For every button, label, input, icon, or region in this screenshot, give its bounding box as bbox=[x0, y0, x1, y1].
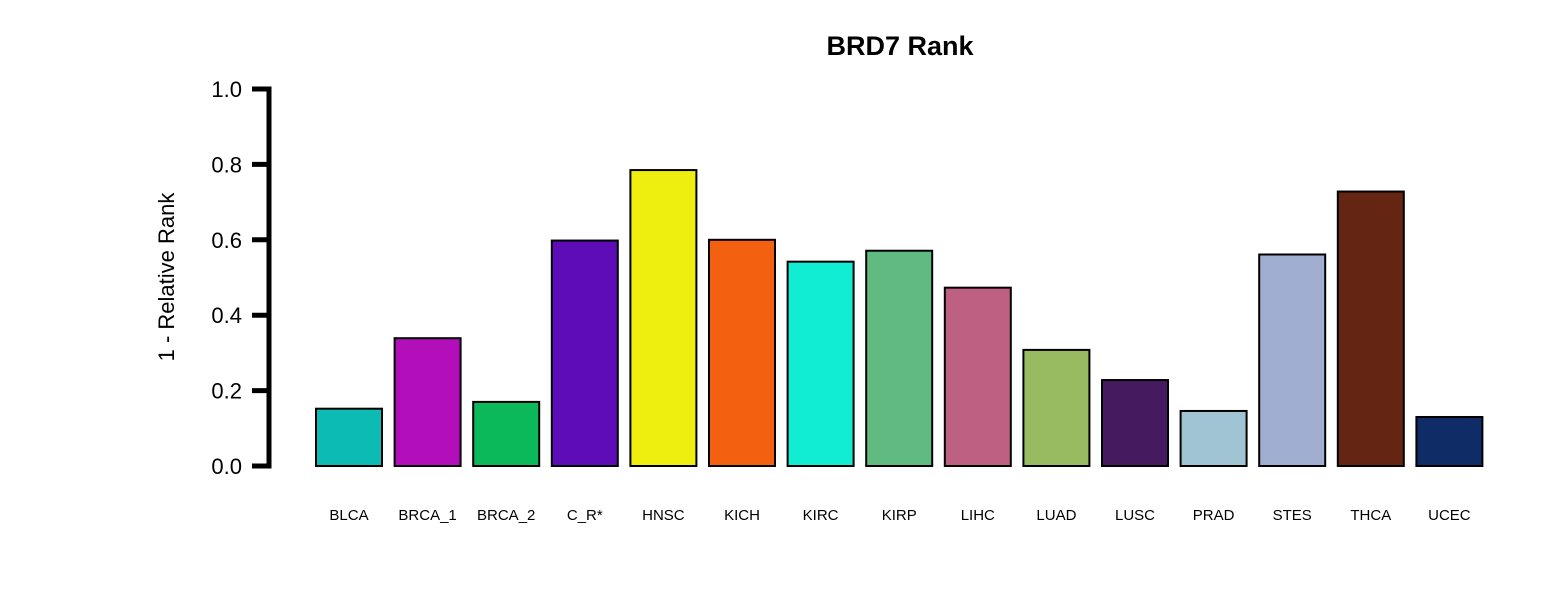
bar-stes bbox=[1258, 253, 1327, 467]
y-tick-label: 0.6 bbox=[211, 228, 242, 253]
bar-prad bbox=[1179, 409, 1248, 468]
x-tick-label: BRCA_2 bbox=[477, 507, 535, 524]
x-tick-label: STES bbox=[1273, 507, 1312, 524]
x-tick-label: UCEC bbox=[1428, 507, 1471, 524]
bar-hnsc bbox=[629, 169, 698, 467]
y-tick-label: 0.4 bbox=[211, 303, 242, 328]
x-tick-label: PRAD bbox=[1193, 507, 1235, 524]
y-tick-label: 1.0 bbox=[211, 77, 242, 102]
bar-kich bbox=[708, 238, 776, 467]
bar-brca-2 bbox=[472, 400, 541, 467]
bar-ucec bbox=[1415, 415, 1484, 467]
bar-lusc bbox=[1101, 379, 1169, 468]
bar-kirp bbox=[865, 249, 934, 467]
x-tick-label: BLCA bbox=[329, 507, 368, 524]
x-tick-label: BRCA_1 bbox=[398, 507, 456, 524]
x-tick-label: KIRC bbox=[803, 507, 839, 524]
bar-brca-1 bbox=[393, 337, 462, 467]
bar-c-r bbox=[550, 239, 619, 467]
x-tick-label: LUSC bbox=[1115, 507, 1155, 524]
y-axis-label: 1 - Relative Rank bbox=[154, 192, 179, 362]
x-tick-label: C_R* bbox=[567, 507, 603, 524]
x-tick-label: KIRP bbox=[882, 507, 917, 524]
bars bbox=[315, 169, 1484, 468]
x-tick-label: KICH bbox=[724, 507, 760, 524]
x-tick-label: THCA bbox=[1350, 507, 1391, 524]
bar-thca bbox=[1336, 190, 1405, 467]
y-axis-ticks: 0.0 0.2 0.4 0.6 0.8 1.0 bbox=[211, 77, 269, 479]
bar-blca bbox=[315, 407, 383, 468]
bar-luad bbox=[1022, 348, 1091, 467]
x-tick-label: LIHC bbox=[961, 507, 995, 524]
chart-title: BRD7 Rank bbox=[826, 31, 974, 61]
y-tick-label: 0.2 bbox=[211, 379, 242, 404]
x-axis-tick-labels: BLCA BRCA_1 BRCA_2 C_R* HNSC KICH KIRC KIRP LIHC… bbox=[329, 507, 1470, 524]
bar-lihc bbox=[943, 286, 1012, 467]
x-tick-label: HNSC bbox=[642, 507, 685, 524]
bar-kirc bbox=[786, 260, 855, 467]
y-tick-label: 0.8 bbox=[211, 152, 242, 177]
y-tick-label: 0.0 bbox=[211, 454, 242, 479]
x-tick-label: LUAD bbox=[1036, 507, 1076, 524]
